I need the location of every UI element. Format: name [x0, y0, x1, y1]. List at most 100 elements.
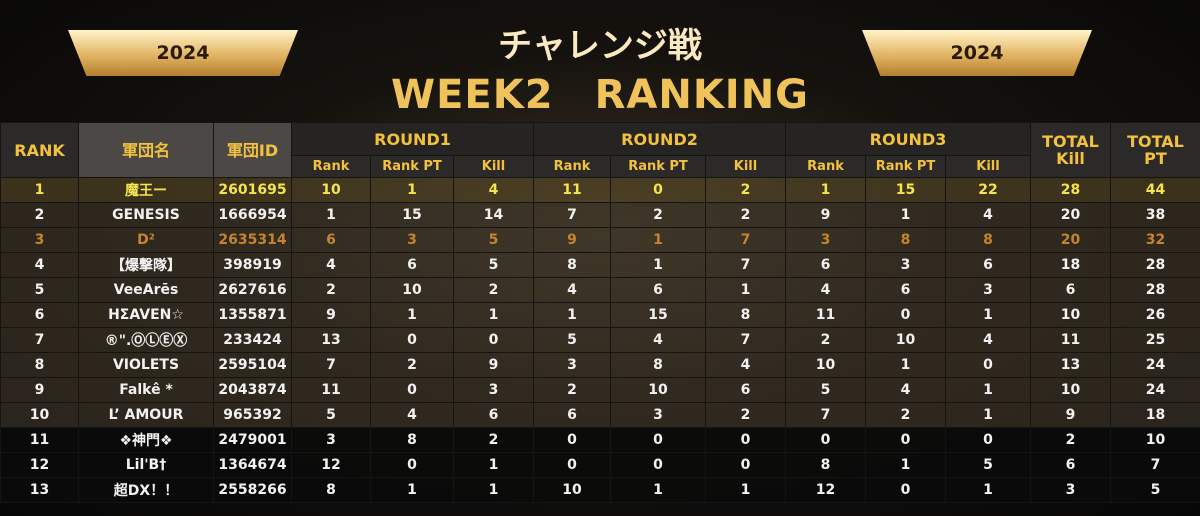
- table-cell: 1355871: [213, 302, 292, 328]
- table-cell: 8: [865, 227, 946, 253]
- sub-header: Rank PT: [610, 155, 706, 178]
- table-cell: 7: [1110, 452, 1200, 478]
- table-cell: 4: [705, 352, 786, 378]
- table-cell: 28: [1110, 277, 1200, 303]
- table-cell: 4: [0, 252, 79, 278]
- table-row: 12 Lil'B† 1364674 12 0 1 0 0 0 8 1 5 6 7: [0, 452, 1200, 478]
- table-cell: 13: [0, 477, 79, 503]
- column-header: ROUND1: [291, 122, 534, 156]
- table-cell: L’ AMOUR: [78, 402, 214, 428]
- table-cell: 15: [610, 302, 706, 328]
- table-cell: 6: [1030, 452, 1111, 478]
- table-cell: 9: [533, 227, 611, 253]
- table-cell: 1: [865, 202, 946, 228]
- table-cell: VeeArēs: [78, 277, 214, 303]
- table-cell: 3: [945, 277, 1031, 303]
- table-cell: 1: [370, 477, 454, 503]
- table-cell: 3: [291, 427, 371, 453]
- table-cell: 3: [1030, 477, 1111, 503]
- table-cell: GENESIS: [78, 202, 214, 228]
- column-header: 軍団名: [78, 122, 214, 178]
- table-row: 2 GENESIS 1666954 1 15 14 7 2 2 9 1 4 20 38: [0, 202, 1200, 228]
- table-cell: 【爆撃隊】: [78, 252, 214, 278]
- table-cell: 8: [785, 452, 866, 478]
- table-cell: 7: [785, 402, 866, 428]
- table-cell: 2: [0, 202, 79, 228]
- table-cell: 26: [1110, 302, 1200, 328]
- column-header: 軍団ID: [213, 122, 292, 178]
- ranking-table: RANK 軍団名 軍団ID ROUND1 ROUND2 ROUND3 TOTAL Kill T…: [0, 122, 1200, 503]
- table-cell: 22: [945, 177, 1031, 203]
- table-cell: 11: [0, 427, 79, 453]
- table-cell: 2: [705, 402, 786, 428]
- table-cell: 魔王ー: [78, 177, 214, 203]
- table-cell: 0: [533, 427, 611, 453]
- table-cell: 4: [610, 327, 706, 353]
- table-cell: 14: [453, 202, 534, 228]
- table-cell: 2: [453, 427, 534, 453]
- table-cell: 25: [1110, 327, 1200, 353]
- table-cell: 1: [291, 202, 371, 228]
- table-cell: 1: [945, 402, 1031, 428]
- table-row: 4 【爆撃隊】 398919 4 6 5 8 1 7 6 3 6 18 28: [0, 252, 1200, 278]
- table-cell: 4: [453, 177, 534, 203]
- table-cell: 2: [453, 277, 534, 303]
- table-cell: 4: [945, 327, 1031, 353]
- table-cell: 20: [1030, 227, 1111, 253]
- table-cell: 12: [291, 452, 371, 478]
- table-cell: 10: [1030, 377, 1111, 403]
- table-row: 6 HΣAVEN☆ 1355871 9 1 1 1 15 8 11 0 1 10 26: [0, 302, 1200, 328]
- table-cell: 2: [705, 202, 786, 228]
- column-header: TOTAL Kill: [1030, 122, 1111, 178]
- table-cell: 8: [705, 302, 786, 328]
- table-cell: ❖神門❖: [78, 427, 214, 453]
- table-cell: 11: [785, 302, 866, 328]
- table-cell: 6: [533, 402, 611, 428]
- table-cell: 4: [533, 277, 611, 303]
- table-cell: 13: [1030, 352, 1111, 378]
- table-cell: 9: [291, 302, 371, 328]
- table-cell: 7: [705, 227, 786, 253]
- table-cell: 10: [1030, 302, 1111, 328]
- table-cell: 2: [1030, 427, 1111, 453]
- table-cell: 18: [1030, 252, 1111, 278]
- table-cell: 6: [1030, 277, 1111, 303]
- table-cell: 1: [705, 477, 786, 503]
- table-cell: 2: [370, 352, 454, 378]
- table-cell: 1: [370, 177, 454, 203]
- table-cell: 6: [785, 252, 866, 278]
- table-cell: 10: [1110, 427, 1200, 453]
- table-cell: ®".ⓄⓁⒺⓍ: [78, 327, 214, 353]
- table-cell: 0: [370, 377, 454, 403]
- table-cell: 0: [610, 427, 706, 453]
- table-cell: 8: [0, 352, 79, 378]
- table-cell: 0: [610, 452, 706, 478]
- table-cell: 0: [865, 302, 946, 328]
- table-cell: 1: [785, 177, 866, 203]
- table-cell: 11: [1030, 327, 1111, 353]
- table-cell: 6: [453, 402, 534, 428]
- table-row: 3 D² 2635314 6 3 5 9 1 7 3 8 8 20 32: [0, 227, 1200, 253]
- table-cell: 3: [610, 402, 706, 428]
- table-cell: 7: [533, 202, 611, 228]
- table-cell: 5: [291, 402, 371, 428]
- table-cell: 0: [945, 427, 1031, 453]
- table-cell: 4: [291, 252, 371, 278]
- table-cell: 4: [865, 377, 946, 403]
- table-row: 11 ❖神門❖ 2479001 3 8 2 0 0 0 0 0 0 2 10: [0, 427, 1200, 453]
- table-cell: 0: [865, 477, 946, 503]
- table-cell: 32: [1110, 227, 1200, 253]
- table-cell: 1: [865, 452, 946, 478]
- table-cell: 10: [785, 352, 866, 378]
- table-cell: 0: [533, 452, 611, 478]
- table-cell: 6: [705, 377, 786, 403]
- table-cell: 12: [785, 477, 866, 503]
- sub-header: Rank: [291, 155, 371, 178]
- table-cell: 8: [610, 352, 706, 378]
- table-cell: 1666954: [213, 202, 292, 228]
- table-row: 7 ®".ⓄⓁⒺⓍ 233424 13 0 0 5 4 7 2 10 4 11 25: [0, 327, 1200, 353]
- table-cell: 38: [1110, 202, 1200, 228]
- table-cell: 1: [945, 377, 1031, 403]
- table-row: 8 VIOLETS 2595104 7 2 9 3 8 4 10 1 0 13 24: [0, 352, 1200, 378]
- table-cell: Falkê *: [78, 377, 214, 403]
